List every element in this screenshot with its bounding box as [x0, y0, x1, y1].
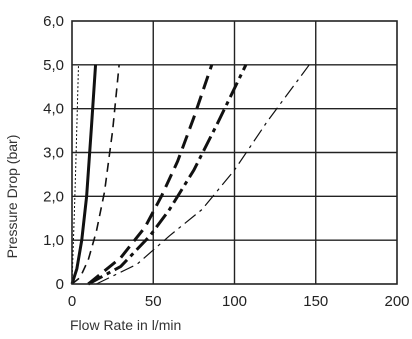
x-tick-label-200: 200: [384, 293, 409, 310]
y-tick-label-6-0: 6,0: [43, 13, 64, 30]
y-tick-label-0: 0: [56, 276, 64, 293]
series-line-2-solid-heavy: [70, 64, 98, 285]
series-group: [70, 64, 310, 286]
y-tick-label-3-0: 3,0: [43, 145, 64, 162]
y-tick-label-2-0: 2,0: [43, 188, 64, 205]
tick-labels: 0 50 100 150 200 0 1,0 2,0 3,0 4,0 5,0 6,0: [43, 13, 409, 310]
x-tick-label-150: 150: [303, 293, 328, 310]
x-tick-label-100: 100: [222, 293, 247, 310]
series-line-6-dash-dot-thin: [96, 64, 310, 285]
x-tick-label-0: 0: [68, 293, 76, 310]
series-line-1-dotted: [71, 64, 79, 285]
y-tick-label-5-0: 5,0: [43, 57, 64, 74]
series-line-4-dashed-heavy: [87, 64, 214, 286]
y-tick-label-4-0: 4,0: [43, 101, 64, 118]
y-tick-label-1-0: 1,0: [43, 232, 64, 249]
x-axis-label: Flow Rate in l/min: [70, 317, 181, 333]
series-line-5-dash-dot-heavy: [87, 64, 248, 286]
x-tick-label-50: 50: [145, 293, 162, 310]
plot-frame: [71, 20, 398, 285]
plot-border: [71, 20, 398, 285]
grid: [72, 21, 397, 284]
y-axis-label: Pressure Drop (bar): [4, 135, 20, 259]
